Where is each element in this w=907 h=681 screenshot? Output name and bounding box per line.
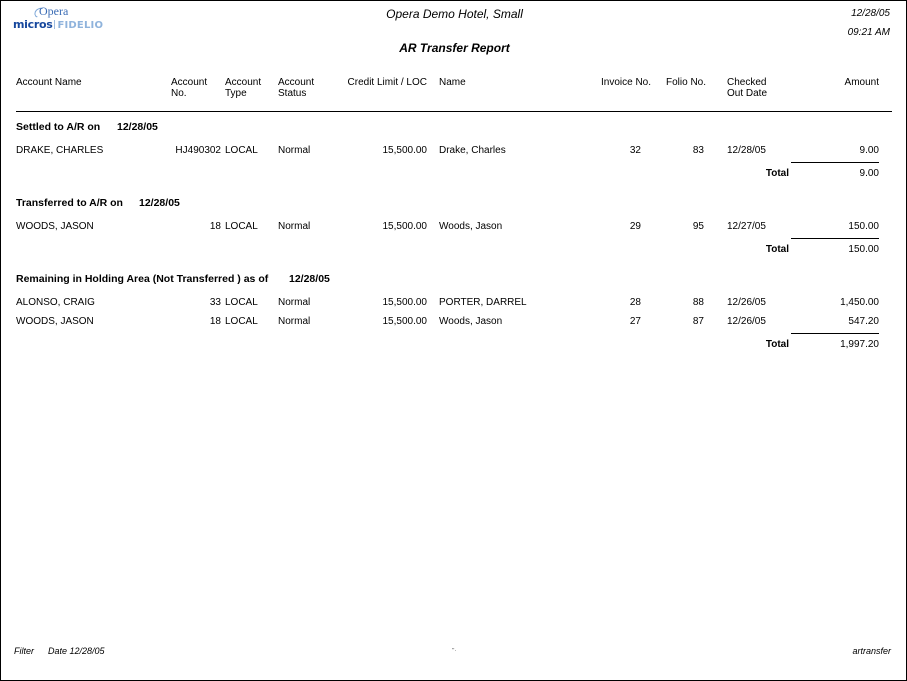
total-label: Total: [765, 244, 789, 255]
cell-folio-no: 87: [692, 316, 704, 327]
logo-divider: [54, 20, 56, 29]
cell-account-no: HJ490302: [175, 145, 221, 156]
fidelio-wordmark: FIDELIO: [57, 20, 104, 31]
cell-invoice-no: 32: [629, 145, 641, 156]
hotel-name: Opera Demo Hotel, Small: [386, 7, 523, 21]
footer-filter-label: Filter: [14, 646, 34, 656]
section-title: Remaining in Holding Area (Not Transferr…: [16, 273, 269, 285]
total-divider: [791, 333, 879, 334]
section-title: Transferred to A/R on: [16, 197, 123, 209]
cell-account-name: WOODS, JASON: [16, 221, 94, 232]
column-header-folio-no: Folio No.: [666, 77, 707, 88]
cell-credit-limit: 15,500.00: [382, 297, 428, 308]
cell-folio-no: 88: [692, 297, 704, 308]
total-divider: [791, 162, 879, 163]
cell-account-no: 33: [209, 297, 221, 308]
cell-account-status: Normal: [278, 221, 311, 232]
cell-folio-no: 95: [692, 221, 704, 232]
total-divider: [791, 238, 879, 239]
cell-credit-limit: 15,500.00: [382, 145, 428, 156]
micros-wordmark: micros: [13, 18, 53, 31]
column-header-checked-out-date: Checked Out Date: [727, 77, 768, 99]
cell-invoice-no: 29: [629, 221, 641, 232]
cell-amount: 9.00: [859, 145, 879, 156]
column-header-credit-limit: Credit Limit / LOC: [347, 77, 427, 88]
section-title: Settled to A/R on: [16, 121, 101, 133]
micros-fidelio-wordmark: micros FIDELIO: [13, 18, 103, 32]
cell-invoice-no: 27: [629, 316, 641, 327]
header-date: 12/28/05: [851, 8, 890, 19]
cell-account-type: LOCAL: [225, 221, 258, 232]
cell-account-status: Normal: [278, 145, 311, 156]
cell-amount: 547.20: [848, 316, 879, 327]
cell-account-name: DRAKE, CHARLES: [16, 145, 104, 156]
cell-name: Woods, Jason: [439, 316, 503, 327]
section-date: 12/28/05: [117, 121, 158, 133]
cell-checked-out-date: 12/28/05: [727, 145, 766, 156]
total-label: Total: [765, 339, 789, 350]
cell-checked-out-date: 12/27/05: [727, 221, 766, 232]
column-header-account-status: Account Status: [278, 77, 315, 99]
cell-account-no: 18: [209, 221, 221, 232]
cell-account-type: LOCAL: [225, 316, 258, 327]
page-title: AR Transfer Report: [399, 41, 510, 55]
cell-credit-limit: 15,500.00: [382, 316, 428, 327]
cell-amount: 150.00: [848, 221, 879, 232]
column-header-name: Name: [439, 77, 466, 88]
header-divider: [16, 111, 892, 112]
cell-account-type: LOCAL: [225, 145, 258, 156]
cell-account-status: Normal: [278, 297, 311, 308]
total-value: 1,997.20: [840, 339, 879, 350]
cell-amount: 1,450.00: [840, 297, 879, 308]
section-date: 12/28/05: [139, 197, 180, 209]
cell-account-name: WOODS, JASON: [16, 316, 94, 327]
cell-folio-no: 83: [692, 145, 704, 156]
column-header-account-type: Account Type: [225, 77, 262, 99]
section-date: 12/28/05: [289, 273, 330, 285]
column-header-amount: Amount: [844, 77, 879, 88]
total-value: 9.00: [859, 168, 879, 179]
header-time: 09:21 AM: [847, 27, 890, 38]
cell-account-status: Normal: [278, 316, 311, 327]
cell-name: Drake, Charles: [439, 145, 506, 156]
footer-page-mark: ''·: [451, 648, 458, 654]
cell-account-type: LOCAL: [225, 297, 258, 308]
cell-name: Woods, Jason: [439, 221, 503, 232]
footer-report-id: artransfer: [852, 646, 891, 656]
micros-fidelio-opera-logo: Opera micros FIDELIO: [13, 5, 113, 33]
cell-credit-limit: 15,500.00: [382, 221, 428, 232]
opera-wordmark: Opera: [39, 4, 69, 18]
total-label: Total: [765, 168, 789, 179]
cell-name: PORTER, DARREL: [439, 297, 527, 308]
column-header-account-no: Account No.: [171, 77, 208, 99]
footer-filter-value: Date 12/28/05: [48, 646, 105, 656]
column-header-invoice-no: Invoice No.: [601, 77, 652, 88]
cell-checked-out-date: 12/26/05: [727, 316, 766, 327]
cell-checked-out-date: 12/26/05: [727, 297, 766, 308]
cell-account-name: ALONSO, CRAIG: [16, 297, 95, 308]
total-value: 150.00: [848, 244, 879, 255]
cell-invoice-no: 28: [629, 297, 641, 308]
column-header-account-name: Account Name: [16, 77, 82, 88]
cell-account-no: 18: [209, 316, 221, 327]
